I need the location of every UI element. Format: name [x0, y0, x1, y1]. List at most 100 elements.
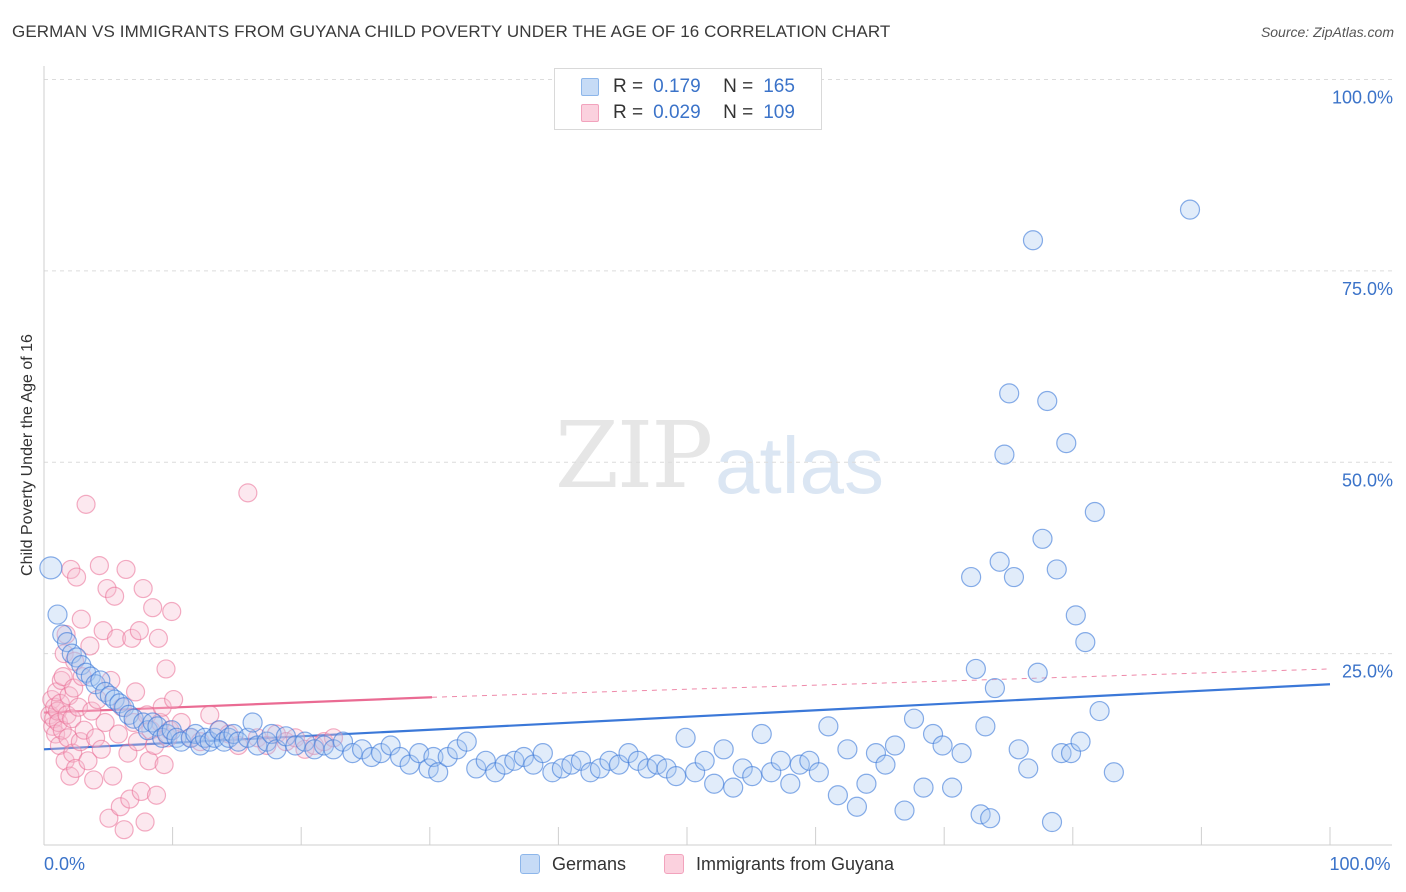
legend-row-guyana: R = 0.029 N = 109: [581, 101, 795, 125]
germans-point: [994, 444, 1015, 465]
germans-point: [1041, 811, 1063, 833]
guyana-point: [84, 770, 104, 790]
guyana-point: [99, 808, 119, 828]
guyana-point: [87, 689, 108, 710]
guyana-point: [54, 644, 74, 664]
germans-point: [903, 708, 925, 729]
germans-point: [1103, 762, 1124, 783]
guyana-point: [95, 712, 115, 733]
germans-point: [751, 723, 772, 745]
guyana-point: [238, 483, 258, 503]
germans-point: [90, 670, 111, 691]
data-points: [39, 199, 1201, 840]
germans-point: [875, 754, 896, 775]
watermark-atlas: atlas: [715, 421, 884, 510]
guyana-point: [110, 797, 130, 817]
germans-point: [47, 604, 68, 625]
germans-point: [1084, 501, 1105, 523]
germans-point: [1075, 632, 1096, 653]
guyana-point: [66, 567, 87, 587]
guyana-point: [70, 732, 90, 752]
germans-legend-swatch: [520, 854, 540, 874]
y-tick-label: 100.0%: [1332, 88, 1393, 108]
guyana-point: [146, 785, 167, 805]
germans-point: [984, 677, 1006, 699]
guyana-point: [71, 609, 91, 629]
germans-point: [856, 773, 877, 794]
germans-point: [1089, 700, 1110, 722]
guyana-point: [58, 728, 78, 748]
watermark-zip: ZIP: [555, 402, 713, 509]
germans-point: [1046, 559, 1067, 580]
bottom-legend-guyana: Immigrants from Guyana: [664, 850, 894, 878]
guyana-point: [162, 601, 182, 622]
guyana-swatch: [581, 104, 599, 122]
guyana-point: [80, 636, 100, 656]
guyana-point: [150, 712, 170, 733]
germans-point: [818, 716, 839, 737]
guyana-point: [85, 728, 106, 748]
germans-point: [975, 716, 996, 737]
guyana-trend-line: [43, 696, 433, 714]
source-label: Source: ZipAtlas.com: [1260, 24, 1394, 40]
germans-legend-label: Germans: [552, 853, 627, 874]
guyana-point: [63, 743, 83, 763]
x-tick-label: 100.0%: [1329, 854, 1390, 874]
germans-point: [1070, 731, 1091, 752]
germans-point: [951, 743, 972, 764]
germans-point: [980, 808, 1001, 829]
germans-point: [1037, 390, 1058, 412]
guyana-point: [154, 755, 174, 775]
germans-point: [423, 746, 444, 768]
stats-legend: R = 0.179 N = 165 R = 0.029 N = 109: [554, 68, 822, 130]
y-tick-label: 25.0%: [1342, 662, 1393, 682]
tick-labels: 25.0% 50.0% 75.0% 100.0% 0.0% 100.0%: [44, 88, 1393, 875]
germans-point: [884, 735, 906, 756]
guyana-legend-swatch: [664, 854, 684, 874]
germans-point: [1008, 739, 1029, 760]
guyana-point: [114, 820, 134, 840]
germans-point: [39, 556, 63, 580]
guyana-point: [200, 705, 220, 725]
germans-point: [742, 766, 763, 787]
germans-point: [456, 731, 477, 752]
guyana-point: [103, 766, 123, 786]
guyana-point: [105, 586, 125, 606]
germans-point: [428, 762, 449, 783]
guyana-point: [143, 598, 163, 618]
germans-point: [913, 777, 934, 798]
germans-point: [965, 658, 986, 680]
germans-point: [694, 750, 715, 771]
germans-point: [723, 777, 744, 798]
guyana-point: [164, 689, 184, 710]
bottom-legend-germans: Germans: [520, 850, 626, 878]
germans-point: [808, 762, 829, 783]
guyana-point: [78, 751, 98, 771]
legend-n-value: 165: [763, 76, 795, 97]
guyana-point: [156, 659, 176, 679]
x-tick-label: 0.0%: [44, 854, 85, 874]
guyana-point: [74, 720, 94, 740]
gridlines: [44, 79, 1392, 655]
germans-point: [1018, 758, 1039, 779]
germans-point: [770, 750, 791, 771]
legend-n-label: N =: [723, 102, 754, 123]
germans-point: [932, 735, 953, 756]
germans-point: [961, 566, 982, 588]
guyana-point: [135, 812, 155, 832]
germans-point: [675, 727, 696, 748]
guyana-trend-extension: [431, 668, 1331, 698]
germans-point: [665, 766, 687, 787]
y-tick-label: 50.0%: [1342, 470, 1393, 490]
germans-point: [713, 739, 734, 760]
germans-point: [1022, 230, 1044, 251]
guyana-point: [55, 751, 75, 771]
germans-point: [999, 383, 1020, 404]
germans-point: [941, 777, 963, 798]
guyana-point: [122, 628, 142, 648]
guyana-point: [116, 559, 136, 580]
guyana-point: [120, 789, 140, 809]
legend-r-value: 0.179: [653, 76, 701, 97]
germans-point: [846, 796, 868, 817]
germans-point: [837, 739, 858, 760]
